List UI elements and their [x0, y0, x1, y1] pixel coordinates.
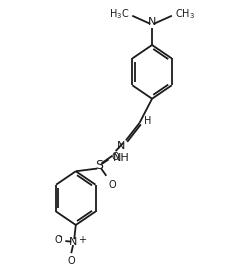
Text: H: H: [144, 116, 151, 126]
Text: O: O: [112, 152, 119, 162]
Text: O: O: [109, 180, 116, 190]
Text: N: N: [69, 237, 78, 247]
Text: -: -: [58, 231, 62, 241]
Text: NH: NH: [113, 153, 130, 163]
Text: S: S: [95, 159, 103, 172]
Text: H$_3$C: H$_3$C: [109, 7, 129, 21]
Text: CH$_3$: CH$_3$: [175, 7, 195, 21]
Text: O: O: [68, 256, 75, 266]
Text: O: O: [54, 235, 62, 245]
Text: N: N: [148, 17, 156, 27]
Text: +: +: [78, 235, 86, 245]
Text: N: N: [117, 141, 125, 151]
